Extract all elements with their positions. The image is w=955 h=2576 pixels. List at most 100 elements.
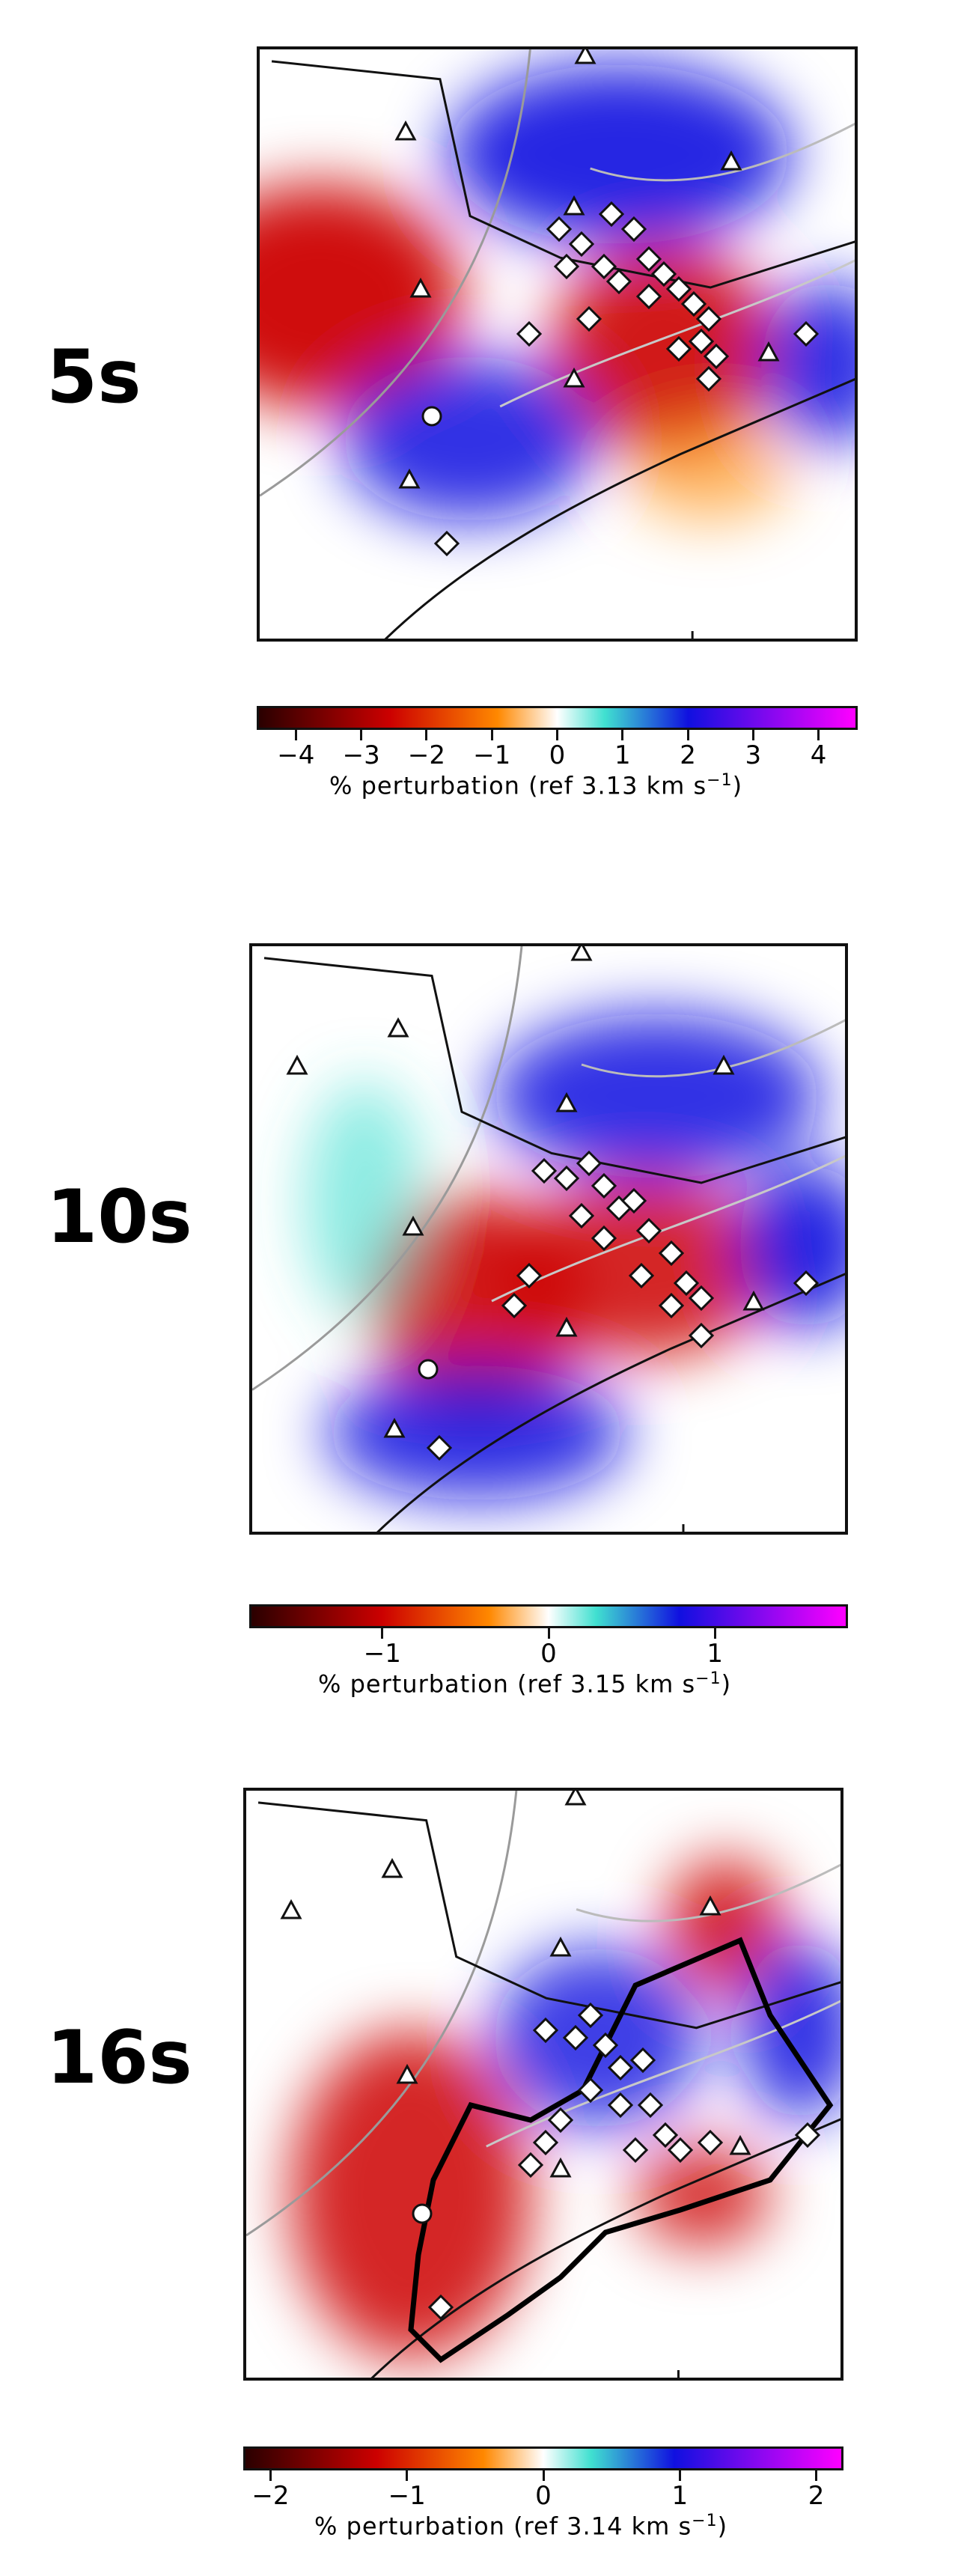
station-diamond [517, 2152, 544, 2178]
station-diamond [532, 2129, 559, 2156]
anomaly-blob [626, 416, 791, 521]
colorbar-tick-label: 2 [680, 740, 696, 770]
station-diamond [703, 343, 730, 370]
province-boundary [491, 1154, 845, 1303]
station-triangle [409, 277, 432, 298]
station-diamond [607, 2054, 634, 2081]
station-diamond [531, 1157, 558, 1184]
colorbar-ticks: −2 −1 0 1 2 [243, 2470, 843, 2511]
colorbar-tick-label: −3 [342, 740, 380, 770]
station-diamond [794, 2122, 821, 2149]
station-diamond [553, 253, 580, 280]
tomography-map [257, 46, 858, 642]
period-label: 16s [46, 2015, 192, 2101]
map-canvas [260, 49, 855, 639]
period-label: 5s [46, 335, 141, 420]
station-diamond [516, 1262, 543, 1289]
colorbar-tick [269, 2470, 272, 2481]
station-diamond [591, 1172, 617, 1199]
colorbar-label: % perturbation (ref 3.13 km s−1) [329, 771, 743, 800]
station-diamond [652, 2122, 679, 2149]
period-label: 10s [46, 1175, 192, 1260]
station-triangle [555, 1316, 578, 1337]
station-diamond [688, 328, 715, 355]
station-diamond [695, 365, 722, 392]
colorbar-tick-label: 0 [535, 2481, 552, 2511]
station-diamond [516, 320, 543, 347]
station-circle [418, 1359, 439, 1380]
colorbar-tick-label: 0 [540, 1639, 557, 1669]
station-triangle [280, 1898, 302, 1919]
station-diamond [568, 231, 595, 258]
colorbar-tick [547, 1628, 550, 1639]
colorbar-tick-label: −1 [388, 2481, 426, 2511]
colorbar-tick [360, 730, 363, 740]
colorbar-tick-label: −1 [473, 740, 511, 770]
colorbar-tick-label: 4 [810, 740, 827, 770]
station-triangle [555, 1091, 578, 1112]
station-diamond [673, 1270, 700, 1297]
province-boundary [246, 1791, 518, 2237]
colorbar-tick [425, 730, 428, 740]
coastline [376, 1273, 845, 1532]
station-triangle [570, 946, 593, 961]
station-triangle [574, 49, 597, 64]
station-diamond [591, 1225, 617, 1252]
station-triangle [383, 1417, 406, 1438]
station-triangle [742, 1290, 765, 1311]
station-triangle [402, 1215, 424, 1236]
colorbar-ticks: −4 −3 −2 −1 0 1 2 3 4 [257, 730, 858, 770]
anomaly-blob [552, 244, 776, 454]
colorbar-tick-label: −1 [363, 1639, 401, 1669]
resolution-contour [408, 1937, 834, 2363]
station-diamond [532, 2017, 559, 2044]
station-diamond [680, 290, 707, 317]
station-diamond [433, 530, 460, 557]
station-diamond [427, 2294, 454, 2321]
station-diamond [665, 275, 692, 302]
colorbar-tick-label: 3 [745, 740, 762, 770]
station-triangle [563, 195, 585, 216]
anomaly-blob [493, 1948, 703, 2128]
station-circle [421, 406, 442, 427]
anomaly-blob [635, 2143, 770, 2247]
colorbar [249, 1604, 848, 1628]
colorbar-tick-label: −4 [277, 740, 315, 770]
station-diamond [622, 2137, 649, 2164]
colorbar-tick-label: 1 [707, 1639, 724, 1669]
map-canvas [252, 946, 845, 1532]
anomaly-blob [739, 1163, 845, 1328]
anomaly-blob [305, 1081, 424, 1321]
colorbar-label: % perturbation (ref 3.14 km s−1) [314, 2512, 728, 2541]
station-diamond [635, 283, 662, 310]
station-triangle [387, 1017, 409, 1038]
station-triangle [713, 1054, 735, 1075]
station-triangle [699, 1895, 721, 1916]
anomaly-blob [447, 64, 791, 244]
colorbar-tick [542, 2470, 545, 2481]
anomaly-blob [291, 2030, 531, 2360]
colorbar-tick [686, 730, 689, 740]
panel-10s: 10s −1 0 1 % perturbation (ref 3.15 km s−1… [46, 943, 848, 1699]
station-triangle [286, 1054, 308, 1075]
station-diamond [667, 2137, 694, 2164]
anomaly-blob [327, 1365, 626, 1500]
station-triangle [394, 120, 417, 141]
station-diamond [695, 305, 722, 332]
station-diamond [629, 2047, 656, 2074]
colorbar-tick-label: 0 [549, 740, 566, 770]
station-diamond [605, 268, 632, 295]
panel-5s: 5s −4 −3 −2 −1 0 1 2 3 4 % perturbation (ref 3.1… [0, 0, 955, 823]
province-boundary [252, 946, 523, 1391]
station-diamond [665, 335, 692, 362]
station-diamond [562, 2024, 589, 2051]
colorbar-tick [490, 730, 493, 740]
colorbar-tick-label: −2 [251, 2481, 290, 2511]
state-border [257, 1801, 840, 2030]
station-diamond [426, 1434, 453, 1461]
anomaly-blob [260, 184, 462, 409]
station-triangle [729, 2134, 751, 2155]
colorbar-tick [817, 730, 820, 740]
station-diamond [793, 1270, 820, 1297]
province-boundary [499, 259, 855, 408]
